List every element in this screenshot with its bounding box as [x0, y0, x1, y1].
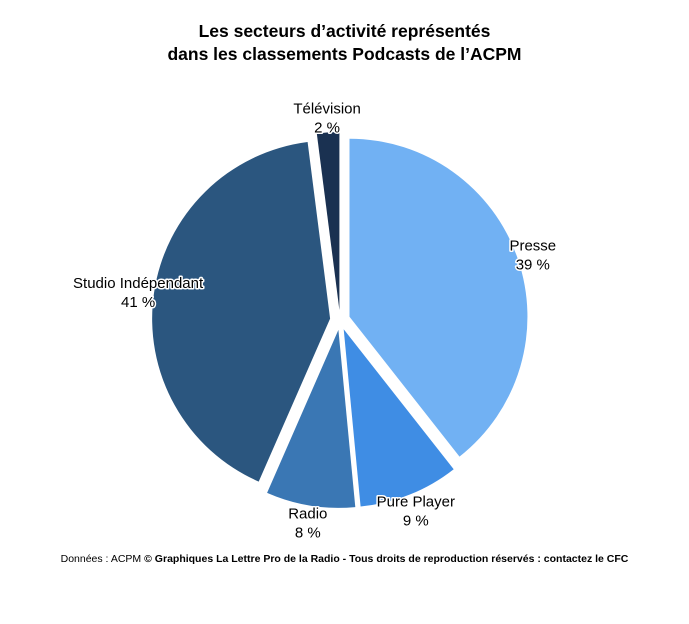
- chart-title-line1: Les secteurs d’activité représentés: [198, 21, 491, 41]
- pie-slice-television: [316, 132, 340, 310]
- pie-slice-presse: [349, 138, 528, 457]
- chart-footer: Données : ACPM © Graphiques La Lettre Pro…: [0, 553, 689, 565]
- pie-slice-studio-independant: [152, 142, 331, 482]
- slice-label-radio: Radio 8 %: [288, 505, 327, 541]
- chart-title-line2: dans les classements Podcasts de l’ACPM: [167, 44, 522, 64]
- slice-label-studio-independant: Studio Indépendant 41 %: [73, 275, 204, 311]
- slice-label-television: Télévision 2 %: [293, 100, 361, 136]
- footer-copyright: © Graphiques La Lettre Pro de la Radio -…: [144, 553, 629, 565]
- slice-label-pure-player: Pure Player 9 %: [377, 493, 455, 529]
- pie-slice-pure-player: [343, 329, 454, 507]
- chart-title: Les secteurs d’activité représentés dans…: [0, 20, 689, 66]
- footer-source: Données : ACPM: [60, 553, 142, 565]
- pie-slice-radio: [267, 329, 356, 508]
- slice-label-presse: Presse 39 %: [509, 237, 556, 273]
